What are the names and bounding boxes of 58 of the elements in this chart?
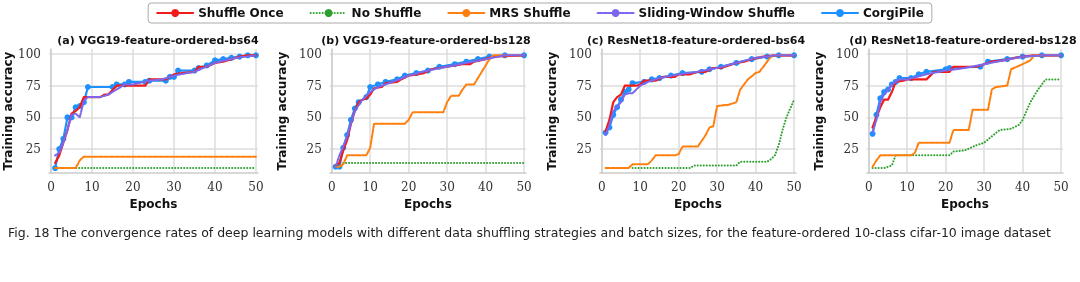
x-tick-label: 0 — [47, 180, 55, 195]
x-tick-label: 50 — [516, 180, 532, 195]
y-tick-label: 50 — [25, 110, 41, 125]
x-tick-label: 40 — [477, 180, 494, 195]
x-tick-label: 10 — [632, 180, 648, 195]
y-axis-title: Training accuracy — [275, 51, 289, 171]
x-tick-label: 20 — [938, 180, 954, 195]
x-tick-label: 40 — [207, 180, 223, 195]
x-tick-label: 0 — [597, 180, 606, 195]
legend-label: CorgiPile — [863, 6, 924, 20]
x-tick-label: 10 — [362, 180, 378, 195]
x-axis-title: Epochs — [403, 197, 452, 211]
x-tick-label: 40 — [747, 180, 764, 195]
y-tick-label: 50 — [576, 110, 592, 125]
y-tick-label: 25 — [843, 142, 859, 157]
y-tick-label: 100 — [568, 47, 592, 62]
y-tick-label: 75 — [576, 78, 592, 93]
x-tick-label: 0 — [864, 180, 873, 195]
x-tick-label: 30 — [976, 180, 992, 195]
y-tick-label: 100 — [835, 47, 859, 62]
x-tick-label: 50 — [248, 180, 264, 195]
y-tick-label: 100 — [298, 47, 322, 62]
y-axis-title: Training accuracy — [812, 51, 826, 171]
chart-title: (c) ResNet18-feature-ordered-bs64 — [586, 34, 806, 47]
legend-label: Sliding-Window Shuffle — [638, 6, 795, 20]
x-tick-label: 40 — [1014, 180, 1031, 195]
x-tick-label: 20 — [401, 180, 417, 195]
y-tick-label: 75 — [25, 78, 41, 93]
y-tick-label: 25 — [25, 142, 41, 157]
y-tick-label: 75 — [306, 78, 322, 93]
x-tick-label: 20 — [125, 180, 141, 195]
x-tick-label: 10 — [84, 180, 100, 195]
y-axis-title: Training accuracy — [545, 51, 559, 171]
x-axis-title: Epochs — [129, 197, 178, 211]
y-tick-label: 50 — [843, 110, 859, 125]
y-tick-label: 25 — [306, 142, 322, 157]
x-axis-title: Epochs — [940, 197, 989, 211]
x-tick-label: 50 — [1053, 180, 1069, 195]
x-tick-label: 30 — [166, 180, 182, 195]
chart-title: (a) VGG19-feature-ordered-bs64 — [57, 34, 259, 47]
y-axis-title: Training accuracy — [1, 51, 16, 171]
chart-title: (d) ResNet18-feature-ordered-bs128 — [849, 34, 1077, 47]
y-tick-label: 50 — [306, 110, 322, 125]
legend-label: Shuffle Once — [198, 6, 284, 20]
legend-label: No Shuffle — [351, 6, 422, 20]
x-tick-label: 10 — [899, 180, 915, 195]
x-tick-label: 30 — [709, 180, 725, 195]
legend-label: MRS Shuffle — [489, 6, 571, 20]
y-tick-label: 25 — [576, 142, 592, 157]
x-tick-label: 0 — [327, 180, 336, 195]
chart-title: (b) VGG19-feature-ordered-bs128 — [321, 34, 531, 47]
x-tick-label: 30 — [439, 180, 455, 195]
y-tick-label: 75 — [843, 78, 859, 93]
x-tick-label: 20 — [671, 180, 687, 195]
x-axis-title: Epochs — [673, 197, 722, 211]
y-tick-label: 100 — [18, 47, 41, 62]
x-tick-label: 50 — [786, 180, 802, 195]
caption: Fig. 18 The convergence rates of deep learning models with different data shuffling strategies and batch sizes, for the feature-ordered 10-class cifar-10 image dataset — [8, 224, 1052, 241]
